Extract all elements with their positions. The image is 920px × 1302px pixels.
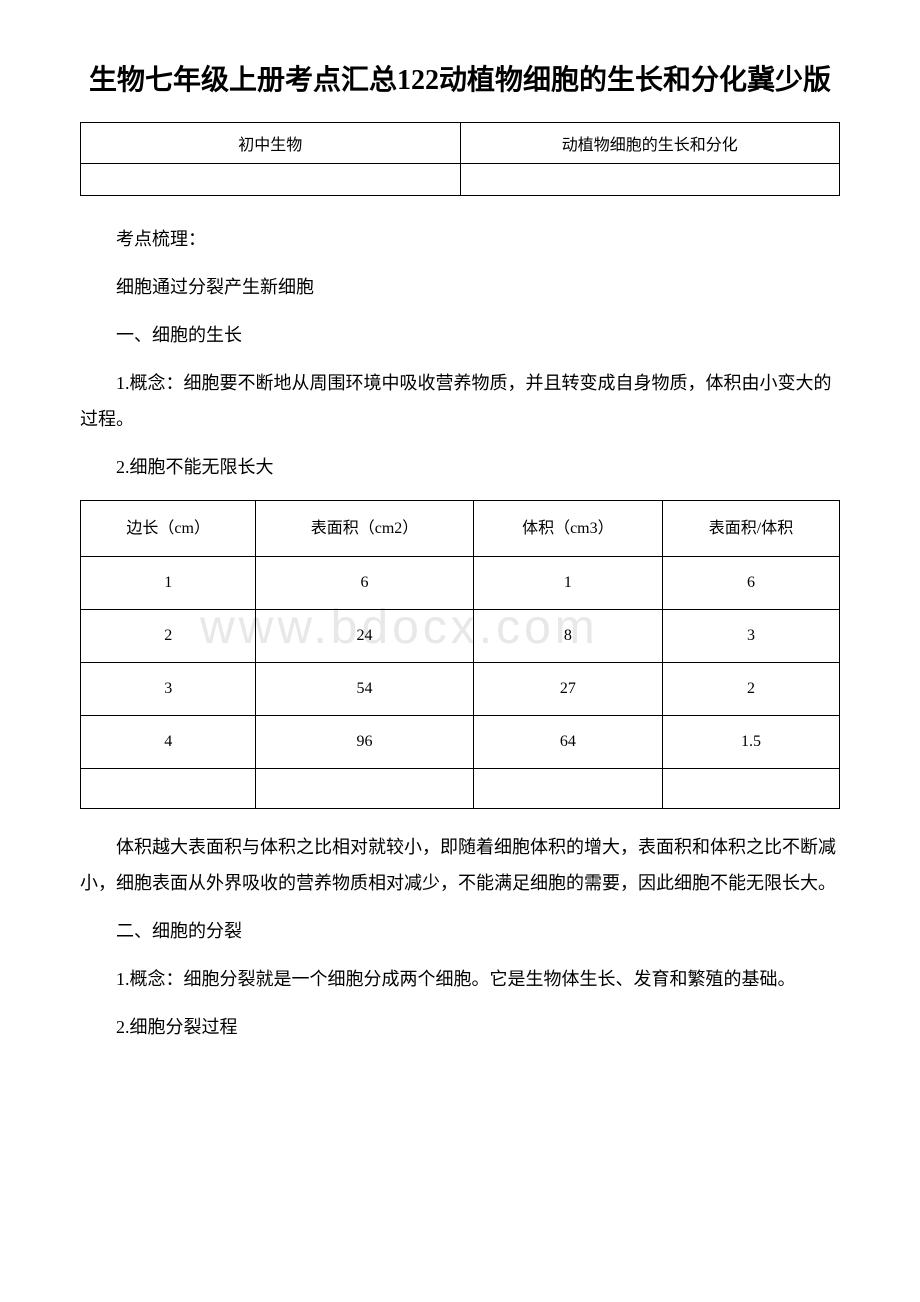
part2-heading: 二、细胞的分裂 [80,913,840,949]
column-header: 边长（cm） [81,501,256,557]
data-cell: 2 [81,610,256,663]
part1-heading: 一、细胞的生长 [80,317,840,353]
explanation-text: 体积越大表面积与体积之比相对就较小，即随着细胞体积的增大，表面积和体积之比不断减… [80,829,840,901]
data-cell: 2 [663,663,840,716]
document-title: 生物七年级上册考点汇总122动植物细胞的生长和分化冀少版 [80,60,840,102]
column-header: 表面积（cm2） [256,501,473,557]
table-row: 初中生物 动植物细胞的生长和分化 [81,123,840,164]
data-cell [256,769,473,809]
table-row: 3 54 27 2 [81,663,840,716]
intro-label: 考点梳理： [80,221,840,257]
topic-cell: 动植物细胞的生长和分化 [460,123,840,164]
data-cell: 96 [256,716,473,769]
data-cell: 1 [473,557,662,610]
data-cell: 24 [256,610,473,663]
table-row: 2 24 8 3 [81,610,840,663]
column-header: 表面积/体积 [663,501,840,557]
document-content: 考点梳理： 细胞通过分裂产生新细胞 一、细胞的生长 1.概念：细胞要不断地从周围… [80,221,840,1045]
data-cell [473,769,662,809]
data-cell [81,769,256,809]
part1-item1: 1.概念：细胞要不断地从周围环境中吸收营养物质，并且转变成自身物质，体积由小变大… [80,365,840,437]
data-cell [663,769,840,809]
data-cell: 64 [473,716,662,769]
data-cell: 3 [81,663,256,716]
part2-item2: 2.细胞分裂过程 [80,1009,840,1045]
data-cell: 27 [473,663,662,716]
table-row [81,164,840,196]
subtitle-text: 细胞通过分裂产生新细胞 [80,269,840,305]
subject-cell: 初中生物 [81,123,461,164]
part2-item1: 1.概念：细胞分裂就是一个细胞分成两个细胞。它是生物体生长、发育和繁殖的基础。 [80,961,840,997]
data-cell: 1 [81,557,256,610]
data-cell: 54 [256,663,473,716]
data-cell: 3 [663,610,840,663]
column-header: 体积（cm3） [473,501,662,557]
data-cell: 4 [81,716,256,769]
empty-cell [460,164,840,196]
surface-volume-table: 边长（cm） 表面积（cm2） 体积（cm3） 表面积/体积 1 6 1 6 2… [80,500,840,809]
data-cell: 8 [473,610,662,663]
data-cell: 1.5 [663,716,840,769]
data-cell: 6 [256,557,473,610]
data-cell: 6 [663,557,840,610]
table-row: 1 6 1 6 [81,557,840,610]
table-header-row: 边长（cm） 表面积（cm2） 体积（cm3） 表面积/体积 [81,501,840,557]
part1-item2: 2.细胞不能无限长大 [80,449,840,485]
table-row: 4 96 64 1.5 [81,716,840,769]
empty-cell [81,164,461,196]
table-row [81,769,840,809]
header-info-table: 初中生物 动植物细胞的生长和分化 [80,122,840,196]
